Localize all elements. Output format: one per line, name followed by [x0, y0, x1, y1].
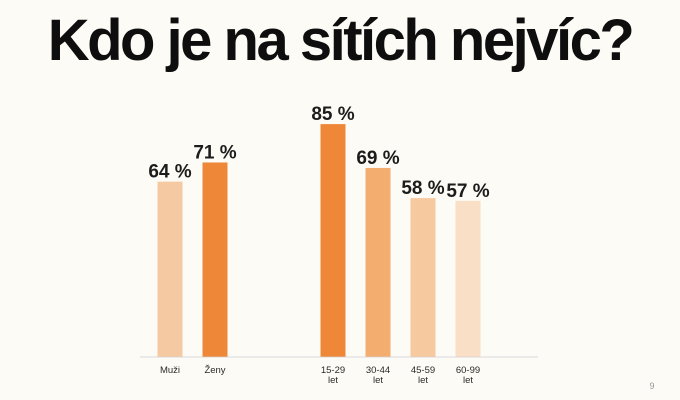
category-label-line: Muži	[160, 365, 180, 376]
bar-ženy	[202, 162, 228, 357]
category-label-line: let	[328, 375, 338, 386]
category-label: 30-44 let	[366, 365, 390, 386]
category-label: Ženy	[204, 365, 225, 376]
value-label: 69 %	[356, 148, 399, 169]
value-label: 71 %	[193, 142, 236, 163]
category-label-line: Ženy	[204, 365, 225, 376]
category-label-line: 15-29	[321, 365, 345, 376]
value-label: 57 %	[446, 181, 489, 202]
category-label-line: let	[463, 375, 473, 386]
category-label-line: 45-59	[411, 365, 435, 376]
category-label: Muži	[160, 365, 180, 376]
bar-30-44-let	[365, 167, 391, 357]
category-label-line: 60-99	[456, 365, 480, 376]
category-label-line: let	[418, 375, 428, 386]
category-label: 60-99 let	[456, 365, 480, 386]
value-label: 64 %	[148, 162, 191, 183]
bar-muži	[157, 181, 183, 357]
category-label-line: let	[373, 375, 383, 386]
category-label-line: 30-44	[366, 365, 390, 376]
page-number: 9	[649, 381, 654, 391]
value-label: 85 %	[311, 104, 354, 125]
bar-60-99-let	[455, 200, 481, 357]
page-title: Kdo je na sítích nejvíc?	[47, 8, 635, 73]
bar-45-59-let	[410, 198, 436, 357]
category-label: 45-59 let	[411, 365, 435, 386]
value-label: 58 %	[401, 178, 444, 199]
bar-15-29-let	[320, 124, 346, 357]
category-label: 15-29 let	[321, 365, 345, 386]
